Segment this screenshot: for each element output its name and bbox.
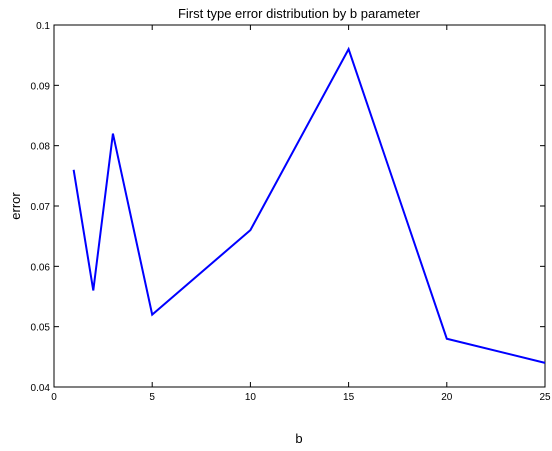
x-tick-label: 5 xyxy=(149,392,155,403)
data-point xyxy=(348,48,350,50)
chart-title: First type error distribution by b param… xyxy=(178,6,421,21)
y-tick-label: 0.07 xyxy=(31,202,51,213)
axis-ticks: 0 5 10 15 20 25 0.04 0.05 0.06 0.07 0.08 0.09 0.1 xyxy=(31,21,551,403)
y-axis-label: error xyxy=(8,192,23,220)
y-tick-label: 0.09 xyxy=(31,81,51,92)
data-point xyxy=(151,314,153,316)
data-point xyxy=(544,362,546,364)
y-tick-label: 0.06 xyxy=(31,262,51,273)
y-tick-label: 0.1 xyxy=(36,21,50,32)
x-tick-label: 15 xyxy=(343,392,355,403)
y-tick-label: 0.05 xyxy=(31,323,51,334)
data-point xyxy=(92,290,94,292)
x-tick-label: 0 xyxy=(51,392,57,403)
y-tick-label: 0.08 xyxy=(31,142,51,153)
x-tick-label: 25 xyxy=(539,392,551,403)
x-axis-label: b xyxy=(295,431,302,446)
x-tick-label: 10 xyxy=(245,392,257,403)
data-point xyxy=(112,133,114,135)
data-point xyxy=(250,229,252,231)
x-tick-label: 20 xyxy=(441,392,453,403)
data-point xyxy=(446,338,448,340)
plot-area xyxy=(53,24,546,388)
series-layer xyxy=(72,46,546,364)
data-point xyxy=(73,169,75,171)
y-tick-label: 0.04 xyxy=(31,383,51,394)
series-line xyxy=(72,46,546,364)
